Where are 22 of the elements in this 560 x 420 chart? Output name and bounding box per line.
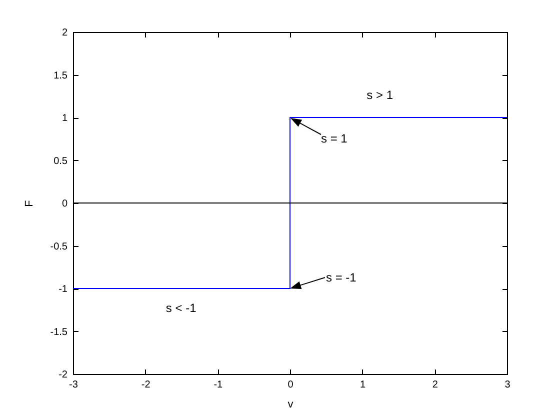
annotation: s = 1: [321, 132, 348, 146]
x-tick-label: 0: [288, 380, 294, 390]
y-tick-label: 0.5: [54, 156, 68, 167]
annotation: s < -1: [166, 300, 197, 315]
x-tick-label: -3: [69, 380, 78, 390]
x-tick-label: -2: [141, 380, 151, 390]
y-tick-label: 1.5: [54, 70, 68, 82]
annotation: s = -1: [326, 270, 357, 284]
y-tick-label: 1: [62, 113, 68, 124]
x-axis-title: v: [288, 398, 294, 410]
y-tick-label: -0.5: [50, 241, 68, 252]
y-tick-label: 0: [62, 198, 68, 210]
y-tick-label: 2: [62, 28, 68, 38]
y-tick-label: -1.5: [50, 326, 68, 338]
y-axis-title: F: [23, 200, 36, 207]
annotation: s > 1: [366, 88, 394, 102]
x-tick-label: 3: [504, 380, 511, 390]
x-tick-label: 2: [432, 380, 438, 390]
y-tick-label: -1: [58, 284, 68, 295]
x-tick-label: 1: [360, 380, 366, 390]
y-tick-label: -2: [58, 370, 68, 380]
x-tick-label: -1: [214, 380, 224, 390]
